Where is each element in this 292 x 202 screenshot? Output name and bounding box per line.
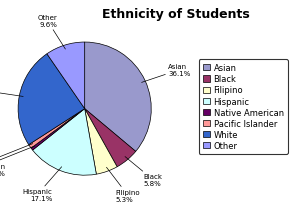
Text: Native American
0.6%: Native American 0.6% — [0, 146, 34, 176]
Wedge shape — [85, 43, 151, 152]
Wedge shape — [85, 109, 117, 174]
Wedge shape — [33, 109, 96, 175]
Wedge shape — [18, 55, 85, 145]
Text: Pacific Islander
1.0%: Pacific Islander 1.0% — [0, 144, 33, 174]
Wedge shape — [31, 109, 85, 150]
Text: Filipino
5.3%: Filipino 5.3% — [107, 167, 140, 202]
Text: Black
5.8%: Black 5.8% — [125, 157, 162, 186]
Title: Ethnicity of Students: Ethnicity of Students — [102, 8, 250, 21]
Text: Asian
36.1%: Asian 36.1% — [142, 64, 190, 83]
Wedge shape — [85, 109, 136, 167]
Text: Other
9.6%: Other 9.6% — [38, 15, 65, 50]
Wedge shape — [47, 43, 85, 109]
Legend: Asian, Black, Filipino, Hispanic, Native American, Pacific Islander, White, Othe: Asian, Black, Filipino, Hispanic, Native… — [199, 60, 288, 154]
Wedge shape — [29, 109, 85, 148]
Text: Hispanic
17.1%: Hispanic 17.1% — [22, 167, 62, 201]
Text: White
24.5%: White 24.5% — [0, 85, 23, 98]
